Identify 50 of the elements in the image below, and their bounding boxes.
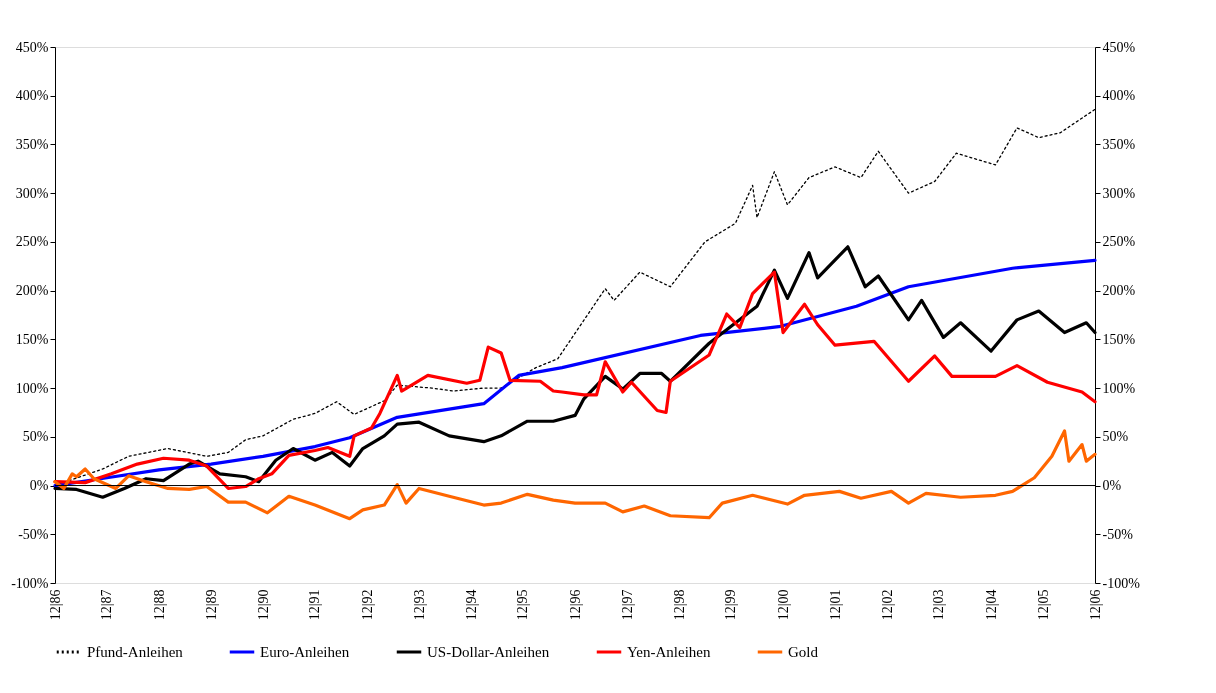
x-tick-label: 12|01 <box>827 589 843 621</box>
y2-tick-label: 400% <box>1102 88 1136 104</box>
y2-tick-label: 150% <box>1102 331 1136 347</box>
y2-tick-label: 100% <box>1102 380 1136 396</box>
x-tick-label: 12|91 <box>307 589 323 621</box>
x-tick-label: 12|95 <box>515 589 531 621</box>
legend-label: Pfund-Anleihen <box>87 644 184 660</box>
x-tick-label: 12|98 <box>671 589 687 621</box>
y2-tick-label: 450% <box>1102 39 1136 55</box>
x-tick-label: 12|00 <box>775 589 791 621</box>
x-tick-label: 12|06 <box>1087 589 1103 621</box>
y-tick-label: 0% <box>29 478 49 494</box>
x-tick-label: 12|99 <box>723 589 739 621</box>
legend-label: US-Dollar-Anleihen <box>427 644 550 660</box>
x-tick-label: 12|93 <box>411 589 427 621</box>
y-tick-label: -50% <box>18 526 49 542</box>
x-tick-label: 12|05 <box>1035 589 1051 621</box>
x-tick-label: 12|03 <box>931 589 947 621</box>
legend-label: Euro-Anleihen <box>260 644 350 660</box>
y2-tick-label: -100% <box>1102 575 1141 591</box>
y-tick-label: 200% <box>15 283 49 299</box>
x-tick-label: 12|86 <box>47 589 63 621</box>
y2-tick-label: 50% <box>1102 429 1129 445</box>
x-tick-label: 12|90 <box>255 589 271 621</box>
x-tick-label: 12|92 <box>359 589 375 621</box>
y2-tick-label: 300% <box>1102 185 1136 201</box>
y2-tick-label: -50% <box>1102 526 1134 542</box>
y-tick-label: 50% <box>22 429 49 445</box>
y-tick-label: 150% <box>15 331 49 347</box>
y-tick-label: 350% <box>15 136 49 152</box>
x-tick-label: 12|88 <box>151 589 167 621</box>
y-tick-label: 400% <box>15 88 49 104</box>
x-tick-label: 12|94 <box>463 589 479 621</box>
y-tick-label: 300% <box>15 185 49 201</box>
y-tick-label: 100% <box>15 380 49 396</box>
x-tick-label: 12|87 <box>99 589 115 621</box>
x-tick-label: 12|04 <box>983 589 999 621</box>
y-tick-label: 450% <box>15 39 49 55</box>
y-tick-label: -100% <box>11 575 49 591</box>
y2-tick-label: 250% <box>1102 234 1136 250</box>
legend-label: Yen-Anleihen <box>627 644 711 660</box>
y-tick-label: 250% <box>15 234 49 250</box>
y2-tick-label: 0% <box>1102 478 1122 494</box>
x-tick-label: 12|96 <box>567 589 583 621</box>
legend-label: Gold <box>788 644 819 660</box>
x-tick-label: 12|89 <box>203 589 219 621</box>
y2-tick-label: 350% <box>1102 136 1136 152</box>
x-tick-label: 12|97 <box>619 589 635 621</box>
y2-tick-label: 200% <box>1102 283 1136 299</box>
x-tick-label: 12|02 <box>879 589 895 621</box>
